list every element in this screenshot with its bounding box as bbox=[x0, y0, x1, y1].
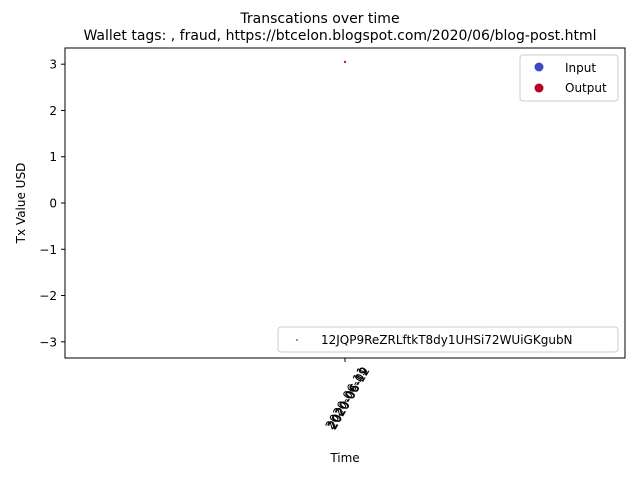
data-points bbox=[343, 60, 347, 63]
y-tick-label: 1 bbox=[49, 150, 57, 164]
legend-box bbox=[519, 54, 619, 102]
legend-label-input: Input bbox=[565, 61, 596, 75]
x-tick-label: 2020-06-12 bbox=[326, 365, 373, 432]
legend-marker-output bbox=[534, 83, 544, 93]
legend-label-output: Output bbox=[565, 81, 607, 95]
y-tick-label: 2 bbox=[49, 104, 57, 118]
x-axis: 2020-06-09 2020-06-11 2020-06-12 bbox=[323, 358, 373, 432]
y-tick-label: 0 bbox=[49, 197, 57, 211]
data-point-output bbox=[343, 60, 347, 63]
legend-box bbox=[277, 326, 619, 353]
legend-types: Input Output bbox=[519, 54, 619, 102]
y-axis: 3 2 1 0 −1 −2 −3 bbox=[39, 58, 65, 349]
chart-subtitle: Wallet tags: , fraud, https://btcelon.bl… bbox=[83, 28, 596, 44]
legend-wallet: 12JQP9ReZRLftkT8dy1UHSi72WUiGKgubN bbox=[277, 326, 619, 353]
x-axis-label: Time bbox=[329, 451, 359, 465]
y-axis-label: Tx Value USD bbox=[14, 163, 28, 245]
chart-title: Transcations over time bbox=[239, 11, 399, 27]
legend-marker-wallet bbox=[296, 339, 298, 341]
legend-label-wallet: 12JQP9ReZRLftkT8dy1UHSi72WUiGKgubN bbox=[321, 333, 573, 347]
legend-marker-input bbox=[534, 62, 544, 72]
y-tick-label: −1 bbox=[39, 243, 57, 257]
y-tick-label: −3 bbox=[39, 335, 57, 349]
y-tick-label: −2 bbox=[39, 289, 57, 303]
y-tick-label: 3 bbox=[49, 58, 57, 72]
